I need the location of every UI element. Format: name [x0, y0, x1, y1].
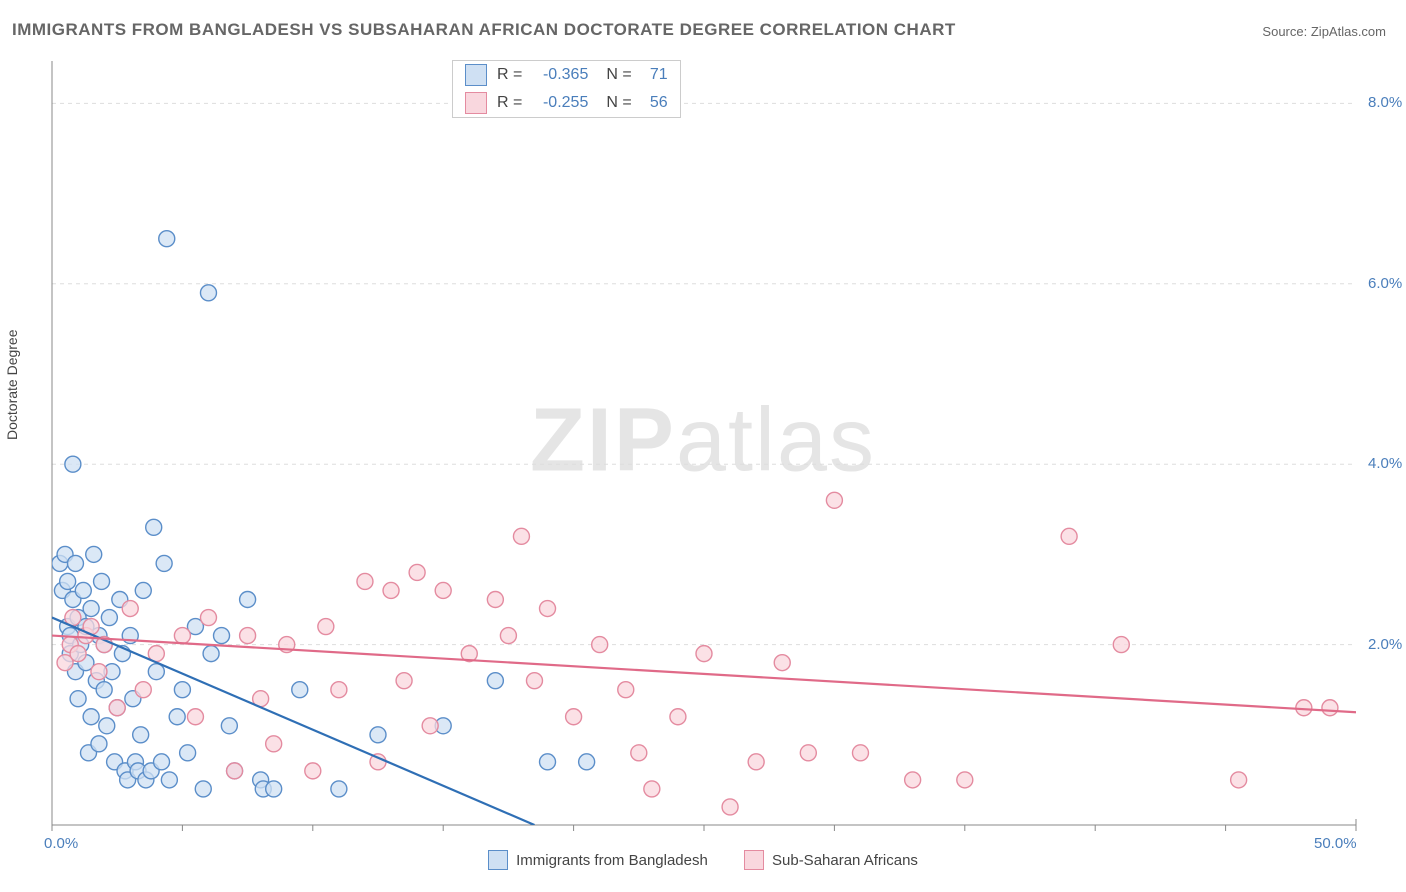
series-legend: Immigrants from Bangladesh Sub-Saharan A…: [0, 850, 1406, 874]
source-label: Source:: [1262, 24, 1307, 39]
n-value-series-1: 71: [638, 66, 668, 84]
swatch-series-2: [465, 92, 487, 114]
scatter-plot: [46, 55, 1376, 845]
y-tick-label: 4.0%: [1368, 455, 1402, 472]
chart-title: IMMIGRANTS FROM BANGLADESH VS SUBSAHARAN…: [12, 20, 956, 40]
stats-row-series-2: R = -0.255 N = 56: [453, 89, 680, 117]
n-label: N =: [606, 94, 631, 112]
stats-legend: R = -0.365 N = 71 R = -0.255 N = 56: [452, 60, 681, 118]
legend-item-series-2: Sub-Saharan Africans: [744, 850, 918, 870]
r-value-series-1: -0.365: [528, 66, 588, 84]
swatch-series-2: [744, 850, 764, 870]
y-tick-label: 2.0%: [1368, 636, 1402, 653]
legend-label-series-2: Sub-Saharan Africans: [772, 852, 918, 869]
legend-item-series-1: Immigrants from Bangladesh: [488, 850, 708, 870]
n-label: N =: [606, 66, 631, 84]
legend-label-series-1: Immigrants from Bangladesh: [516, 852, 708, 869]
chart-container: IMMIGRANTS FROM BANGLADESH VS SUBSAHARAN…: [0, 0, 1406, 892]
stats-row-series-1: R = -0.365 N = 71: [453, 61, 680, 89]
source-link[interactable]: ZipAtlas.com: [1311, 24, 1386, 39]
swatch-series-1: [465, 64, 487, 86]
y-tick-label: 8.0%: [1368, 94, 1402, 111]
swatch-series-1: [488, 850, 508, 870]
n-value-series-2: 56: [638, 94, 668, 112]
r-value-series-2: -0.255: [528, 94, 588, 112]
y-tick-label: 6.0%: [1368, 275, 1402, 292]
y-axis-label: Doctorate Degree: [4, 329, 20, 440]
r-label: R =: [497, 66, 522, 84]
r-label: R =: [497, 94, 522, 112]
source-attribution: Source: ZipAtlas.com: [1262, 24, 1386, 39]
